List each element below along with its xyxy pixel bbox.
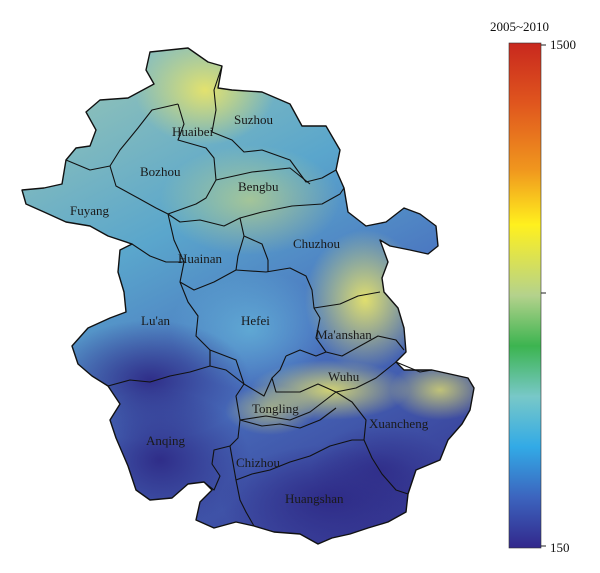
city-label-wuhu: Wuhu <box>328 369 360 384</box>
city-borders <box>65 65 433 527</box>
city-label-huangshan: Huangshan <box>285 491 344 506</box>
city-label-chuzhou: Chuzhou <box>293 236 340 251</box>
color-legend: 2005~2010 1500 150 <box>490 19 576 555</box>
city-label-tongling: Tongling <box>252 401 299 416</box>
city-label-bengbu: Bengbu <box>238 179 279 194</box>
legend-title: 2005~2010 <box>490 19 549 34</box>
city-label-hefei: Hefei <box>241 313 270 328</box>
legend-min-label: 150 <box>550 540 570 555</box>
city-label-anqing: Anqing <box>146 433 186 448</box>
city-label-xuancheng: Xuancheng <box>369 416 429 431</box>
city-label-suzhou: Suzhou <box>234 112 274 127</box>
city-label-huaibei: Huaibei <box>172 124 214 139</box>
city-label-fuyang: Fuyang <box>70 203 110 218</box>
legend-max-label: 1500 <box>550 37 576 52</box>
city-label-maanshan: Ma'anshan <box>316 327 372 342</box>
city-label-bozhou: Bozhou <box>140 164 181 179</box>
city-label-luan: Lu'an <box>141 313 171 328</box>
heat-surface <box>22 48 474 544</box>
legend-colorbar <box>508 42 542 549</box>
city-label-chizhou: Chizhou <box>236 455 281 470</box>
city-label-huainan: Huainan <box>178 251 223 266</box>
city-labels: Suzhou Huaibei Bozhou Bengbu Fuyang Huai… <box>70 112 429 506</box>
